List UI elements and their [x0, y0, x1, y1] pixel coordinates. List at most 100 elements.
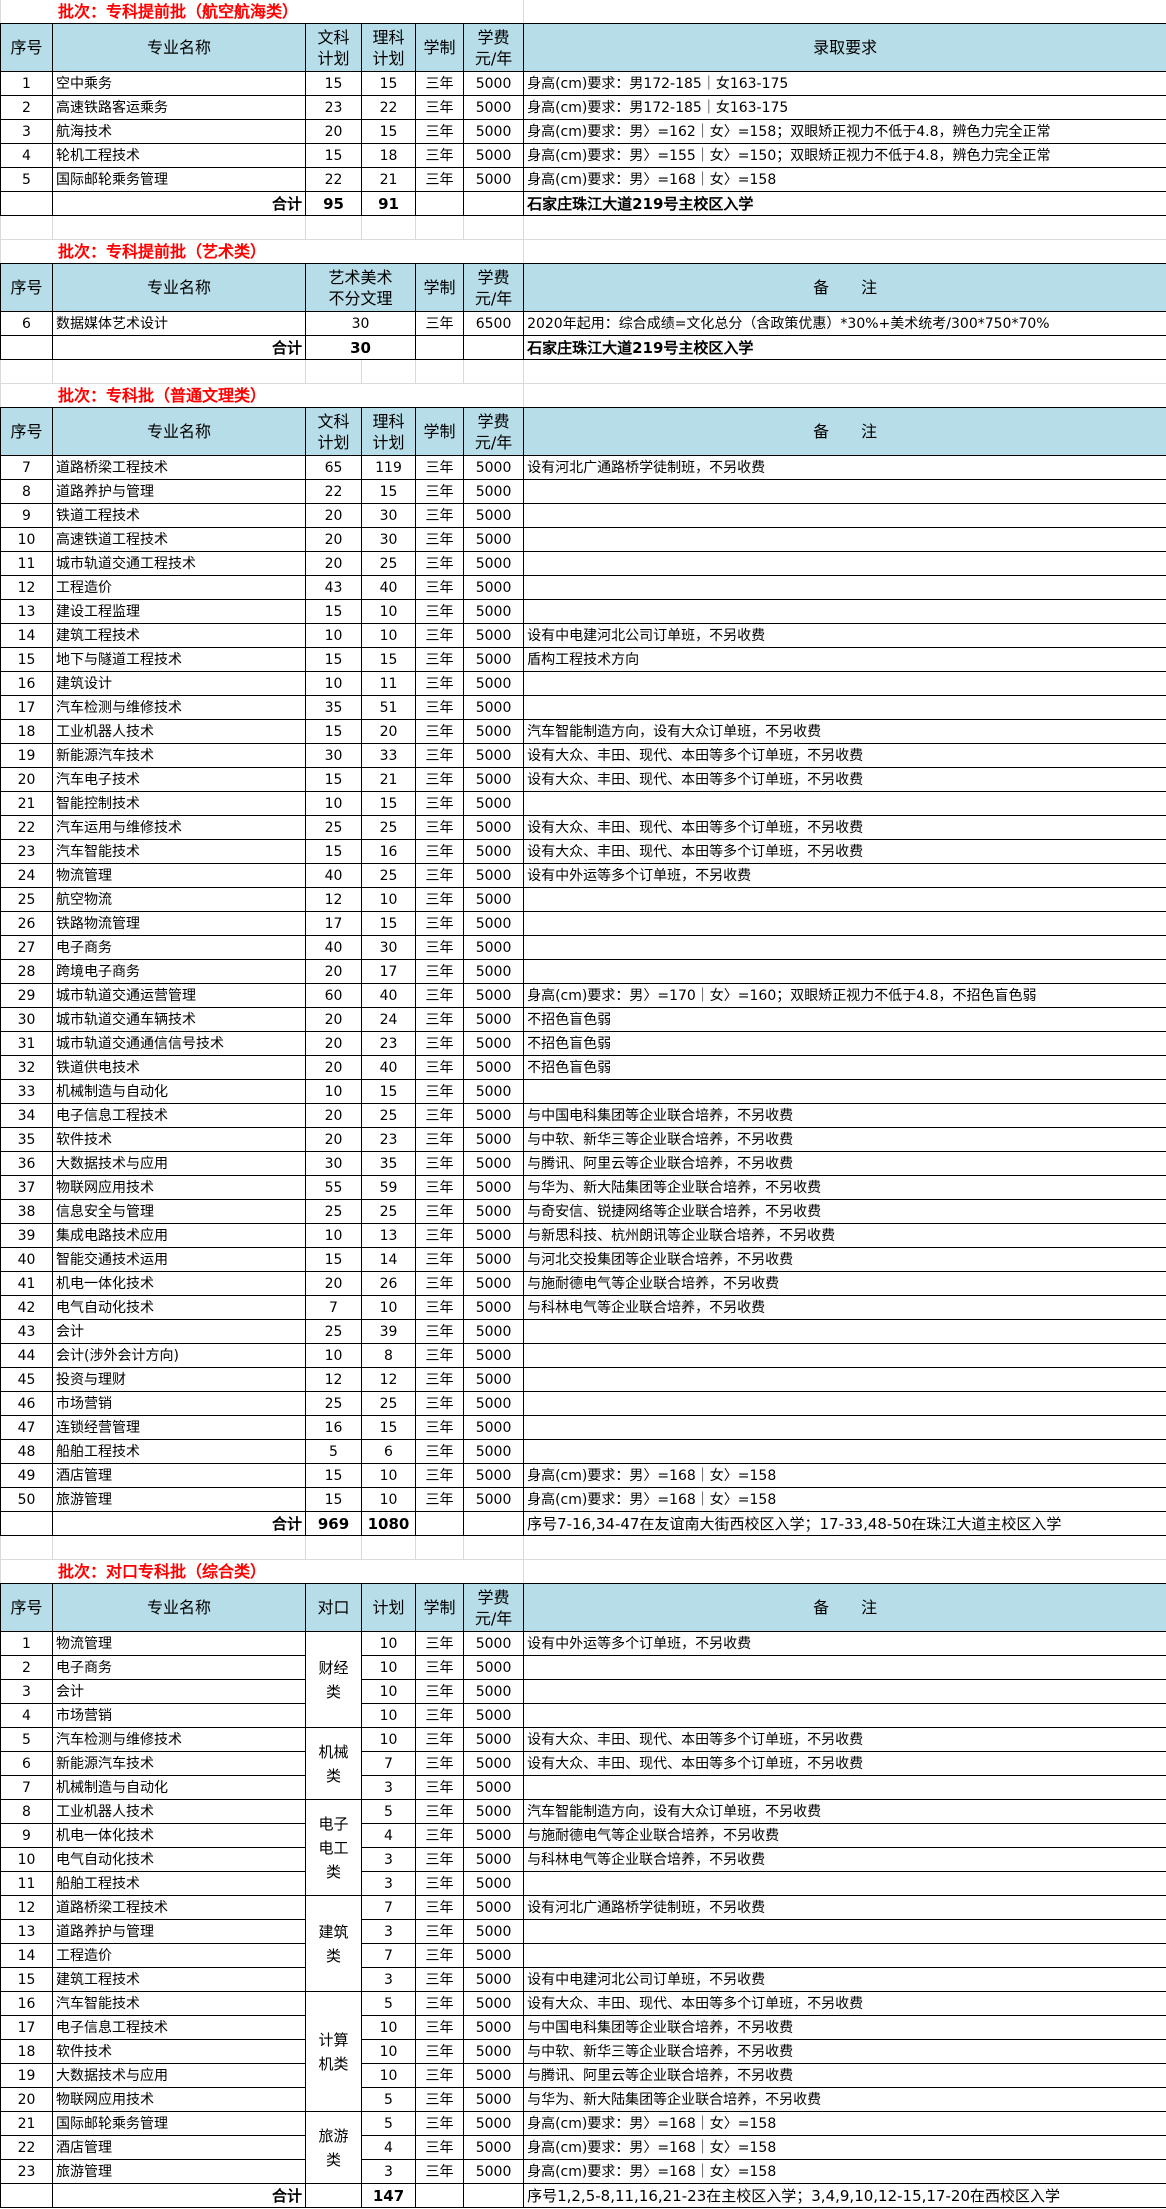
remark: 与腾讯、阿里云等企业联合培养，不另收费	[523, 1151, 1166, 1176]
duration: 三年	[415, 743, 464, 768]
major-name: 船舶工程技术	[52, 1439, 306, 1464]
duration: 三年	[415, 455, 464, 480]
duration: 三年	[415, 959, 464, 984]
duration: 三年	[415, 1367, 464, 1392]
arts-plan: 65	[305, 455, 362, 480]
row-number: 14	[0, 623, 53, 648]
remark	[523, 527, 1166, 552]
duration: 三年	[415, 143, 464, 168]
tuition: 5000	[462, 1871, 525, 1896]
major-name: 电子信息工程技术	[52, 2015, 306, 2040]
row-number: 12	[0, 1895, 53, 1920]
remark: 身高(cm)要求：男172-185｜女163-175	[523, 71, 1166, 96]
table-row: 24 物流管理 40 25 三年 5000 设有中外运等多个订单班，不另收费	[0, 863, 1166, 888]
row-number: 32	[0, 1055, 53, 1080]
arts-plan: 35	[305, 695, 362, 720]
row-number: 22	[0, 2135, 53, 2160]
plan-count: 3	[361, 1847, 416, 1872]
table-row: 11 城市轨道交通工程技术 20 25 三年 5000	[0, 551, 1166, 576]
science-plan: 10	[361, 599, 416, 624]
remark: 设有中电建河北公司订单班，不另收费	[523, 623, 1166, 648]
row-number: 5	[0, 167, 53, 192]
row-number: 17	[0, 695, 53, 720]
duration: 三年	[415, 935, 464, 960]
table-row: 8 道路养护与管理 22 15 三年 5000	[0, 479, 1166, 504]
row-number: 10	[0, 527, 53, 552]
duration: 三年	[415, 2039, 464, 2064]
duration: 三年	[415, 1031, 464, 1056]
science-plan: 25	[361, 1199, 416, 1224]
table-row: 2 高速铁路客运乘务 23 22 三年 5000 身高(cm)要求：男172-185｜女16…	[0, 95, 1166, 120]
blank-row	[0, 359, 1166, 384]
major-name: 市场营销	[52, 1391, 306, 1416]
arts-plan: 20	[305, 1007, 362, 1032]
major-name: 会计	[52, 1319, 306, 1344]
tuition: 5000	[462, 2135, 525, 2160]
science-plan: 40	[361, 1055, 416, 1080]
row-number: 11	[0, 551, 53, 576]
table-row: 18 工业机器人技术 15 20 三年 5000 汽车智能制造方向，设有大众订单班，不另收费	[0, 719, 1166, 744]
table-row: 40 智能交通技术运用 15 14 三年 5000 与河北交投集团等企业联合培养，不另收费	[0, 1247, 1166, 1272]
duration: 三年	[415, 1631, 464, 1656]
table-row: 30 城市轨道交通车辆技术 20 24 三年 5000 不招色盲色弱	[0, 1007, 1166, 1032]
duration: 三年	[415, 2159, 464, 2184]
science-plan: 25	[361, 815, 416, 840]
major-name: 物流管理	[52, 1631, 306, 1656]
table-row: 9 机电一体化技术 4 三年 5000 与施耐德电气等企业联合培养，不另收费	[0, 1823, 1166, 1848]
duration: 三年	[415, 1487, 464, 1512]
blank-cell	[462, 2183, 525, 2208]
duration: 三年	[415, 695, 464, 720]
duration: 三年	[415, 551, 464, 576]
duration: 三年	[415, 503, 464, 528]
major-name: 会计(涉外会计方向)	[52, 1343, 306, 1368]
tuition: 5000	[462, 1775, 525, 1800]
column-header: 文科 计划	[305, 23, 362, 72]
science-plan: 119	[361, 455, 416, 480]
arts-plan: 20	[305, 1271, 362, 1296]
duration: 三年	[415, 1895, 464, 1920]
table-row: 38 信息安全与管理 25 25 三年 5000 与奇安信、锐捷网络等企业联合培养，不另收费	[0, 1199, 1166, 1224]
major-name: 国际邮轮乘务管理	[52, 167, 306, 192]
row-number: 28	[0, 959, 53, 984]
row-number: 15	[0, 647, 53, 672]
tuition: 5000	[462, 1823, 525, 1848]
remark: 设有中外运等多个订单班，不另收费	[523, 863, 1166, 888]
tuition: 5000	[462, 1223, 525, 1248]
row-number: 50	[0, 1487, 53, 1512]
tuition: 5000	[462, 1199, 525, 1224]
duration: 三年	[415, 2063, 464, 2088]
plan-count: 10	[361, 2063, 416, 2088]
major-name: 旅游管理	[52, 2159, 306, 2184]
campus-note: 石家庄珠江大道219号主校区入学	[523, 191, 1166, 216]
table-row: 42 电气自动化技术 7 10 三年 5000 与科林电气等企业联合培养，不另收费	[0, 1295, 1166, 1320]
remark: 与奇安信、锐捷网络等企业联合培养，不另收费	[523, 1199, 1166, 1224]
blank-cell	[415, 1535, 464, 1560]
row-number: 16	[0, 671, 53, 696]
science-plan: 17	[361, 959, 416, 984]
plan-count: 5	[361, 2111, 416, 2136]
remark: 与科林电气等企业联合培养，不另收费	[523, 1295, 1166, 1320]
science-plan: 15	[361, 119, 416, 144]
remark: 设有大众、丰田、现代、本田等多个订单班，不另收费	[523, 815, 1166, 840]
remark: 身高(cm)要求：男172-185｜女163-175	[523, 95, 1166, 120]
duration: 三年	[415, 1415, 464, 1440]
duration: 三年	[415, 623, 464, 648]
row-number: 23	[0, 839, 53, 864]
table-row: 36 大数据技术与应用 30 35 三年 5000 与腾讯、阿里云等企业联合培养，不另收费	[0, 1151, 1166, 1176]
major-name: 会计	[52, 1679, 306, 1704]
column-header: 录取要求	[523, 23, 1166, 72]
remark: 身高(cm)要求：男〉=168｜女〉=158	[523, 167, 1166, 192]
plan-count: 5	[361, 2087, 416, 2112]
major-name: 电气自动化技术	[52, 1295, 306, 1320]
remark	[523, 1319, 1166, 1344]
major-name: 新能源汽车技术	[52, 1751, 306, 1776]
arts-plan: 5	[305, 1439, 362, 1464]
blank-cell	[305, 359, 362, 384]
duration: 三年	[415, 1271, 464, 1296]
section-title: 批次：专科提前批（艺术类）	[0, 239, 525, 264]
row-number: 18	[0, 2039, 53, 2064]
arts-plan: 20	[305, 527, 362, 552]
row-number: 2	[0, 1655, 53, 1680]
section-title: 批次：专科提前批（航空航海类）	[0, 0, 525, 24]
